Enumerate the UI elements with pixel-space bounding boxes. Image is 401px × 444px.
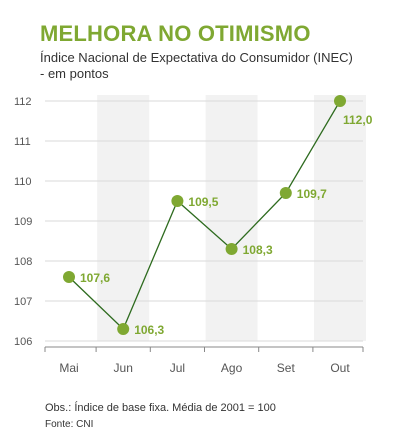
data-labels: 107,6 106,3 109,5 108,3 109,7 112,0 bbox=[80, 113, 373, 337]
background-bands bbox=[97, 95, 366, 341]
background-band bbox=[314, 95, 366, 341]
y-tick-label: 107 bbox=[14, 296, 32, 308]
x-axis: Mai Jun Jul Ago Set Out bbox=[44, 346, 364, 375]
y-tick-label: 106 bbox=[14, 336, 32, 348]
chart-subtitle: Índice Nacional de Expectativa do Consum… bbox=[40, 50, 353, 81]
data-point bbox=[117, 323, 130, 335]
background-band bbox=[205, 95, 258, 341]
x-tick-label: Jul bbox=[170, 361, 185, 375]
background-band bbox=[97, 95, 150, 341]
data-points bbox=[63, 95, 346, 335]
data-point bbox=[63, 271, 75, 283]
x-tick-label: Set bbox=[277, 361, 296, 375]
chart-note: Obs.: Índice de base fixa. Média de 2001… bbox=[45, 402, 276, 414]
grid-lines bbox=[45, 100, 363, 342]
x-tick-label: Out bbox=[330, 361, 350, 375]
series-line bbox=[68, 100, 341, 331]
y-axis-ticks: 106 107 108 109 110 111 112 bbox=[14, 96, 32, 348]
data-label: 107,6 bbox=[80, 271, 110, 285]
data-point bbox=[279, 187, 292, 199]
series-line bbox=[68, 100, 341, 331]
data-point bbox=[225, 243, 238, 255]
x-tick-label: Jun bbox=[114, 361, 133, 375]
x-tick-label: Mai bbox=[59, 361, 78, 375]
x-tick-label: Ago bbox=[221, 361, 243, 375]
y-tick-label: 110 bbox=[14, 176, 32, 188]
data-point bbox=[334, 95, 346, 107]
data-point bbox=[171, 195, 184, 207]
y-tick-label: 111 bbox=[14, 136, 31, 148]
page-title: MELHORA NO OTIMISMO bbox=[40, 21, 311, 46]
data-label: 109,7 bbox=[297, 187, 327, 201]
chart-source: Fonte: CNI bbox=[45, 419, 94, 430]
data-label: 106,3 bbox=[134, 323, 164, 337]
y-tick-label: 108 bbox=[14, 256, 32, 268]
y-tick-label: 112 bbox=[14, 96, 32, 108]
data-label: 109,5 bbox=[188, 195, 218, 209]
data-label: 112,0 bbox=[343, 113, 373, 127]
data-label: 108,3 bbox=[243, 243, 273, 257]
y-tick-label: 109 bbox=[14, 216, 32, 228]
